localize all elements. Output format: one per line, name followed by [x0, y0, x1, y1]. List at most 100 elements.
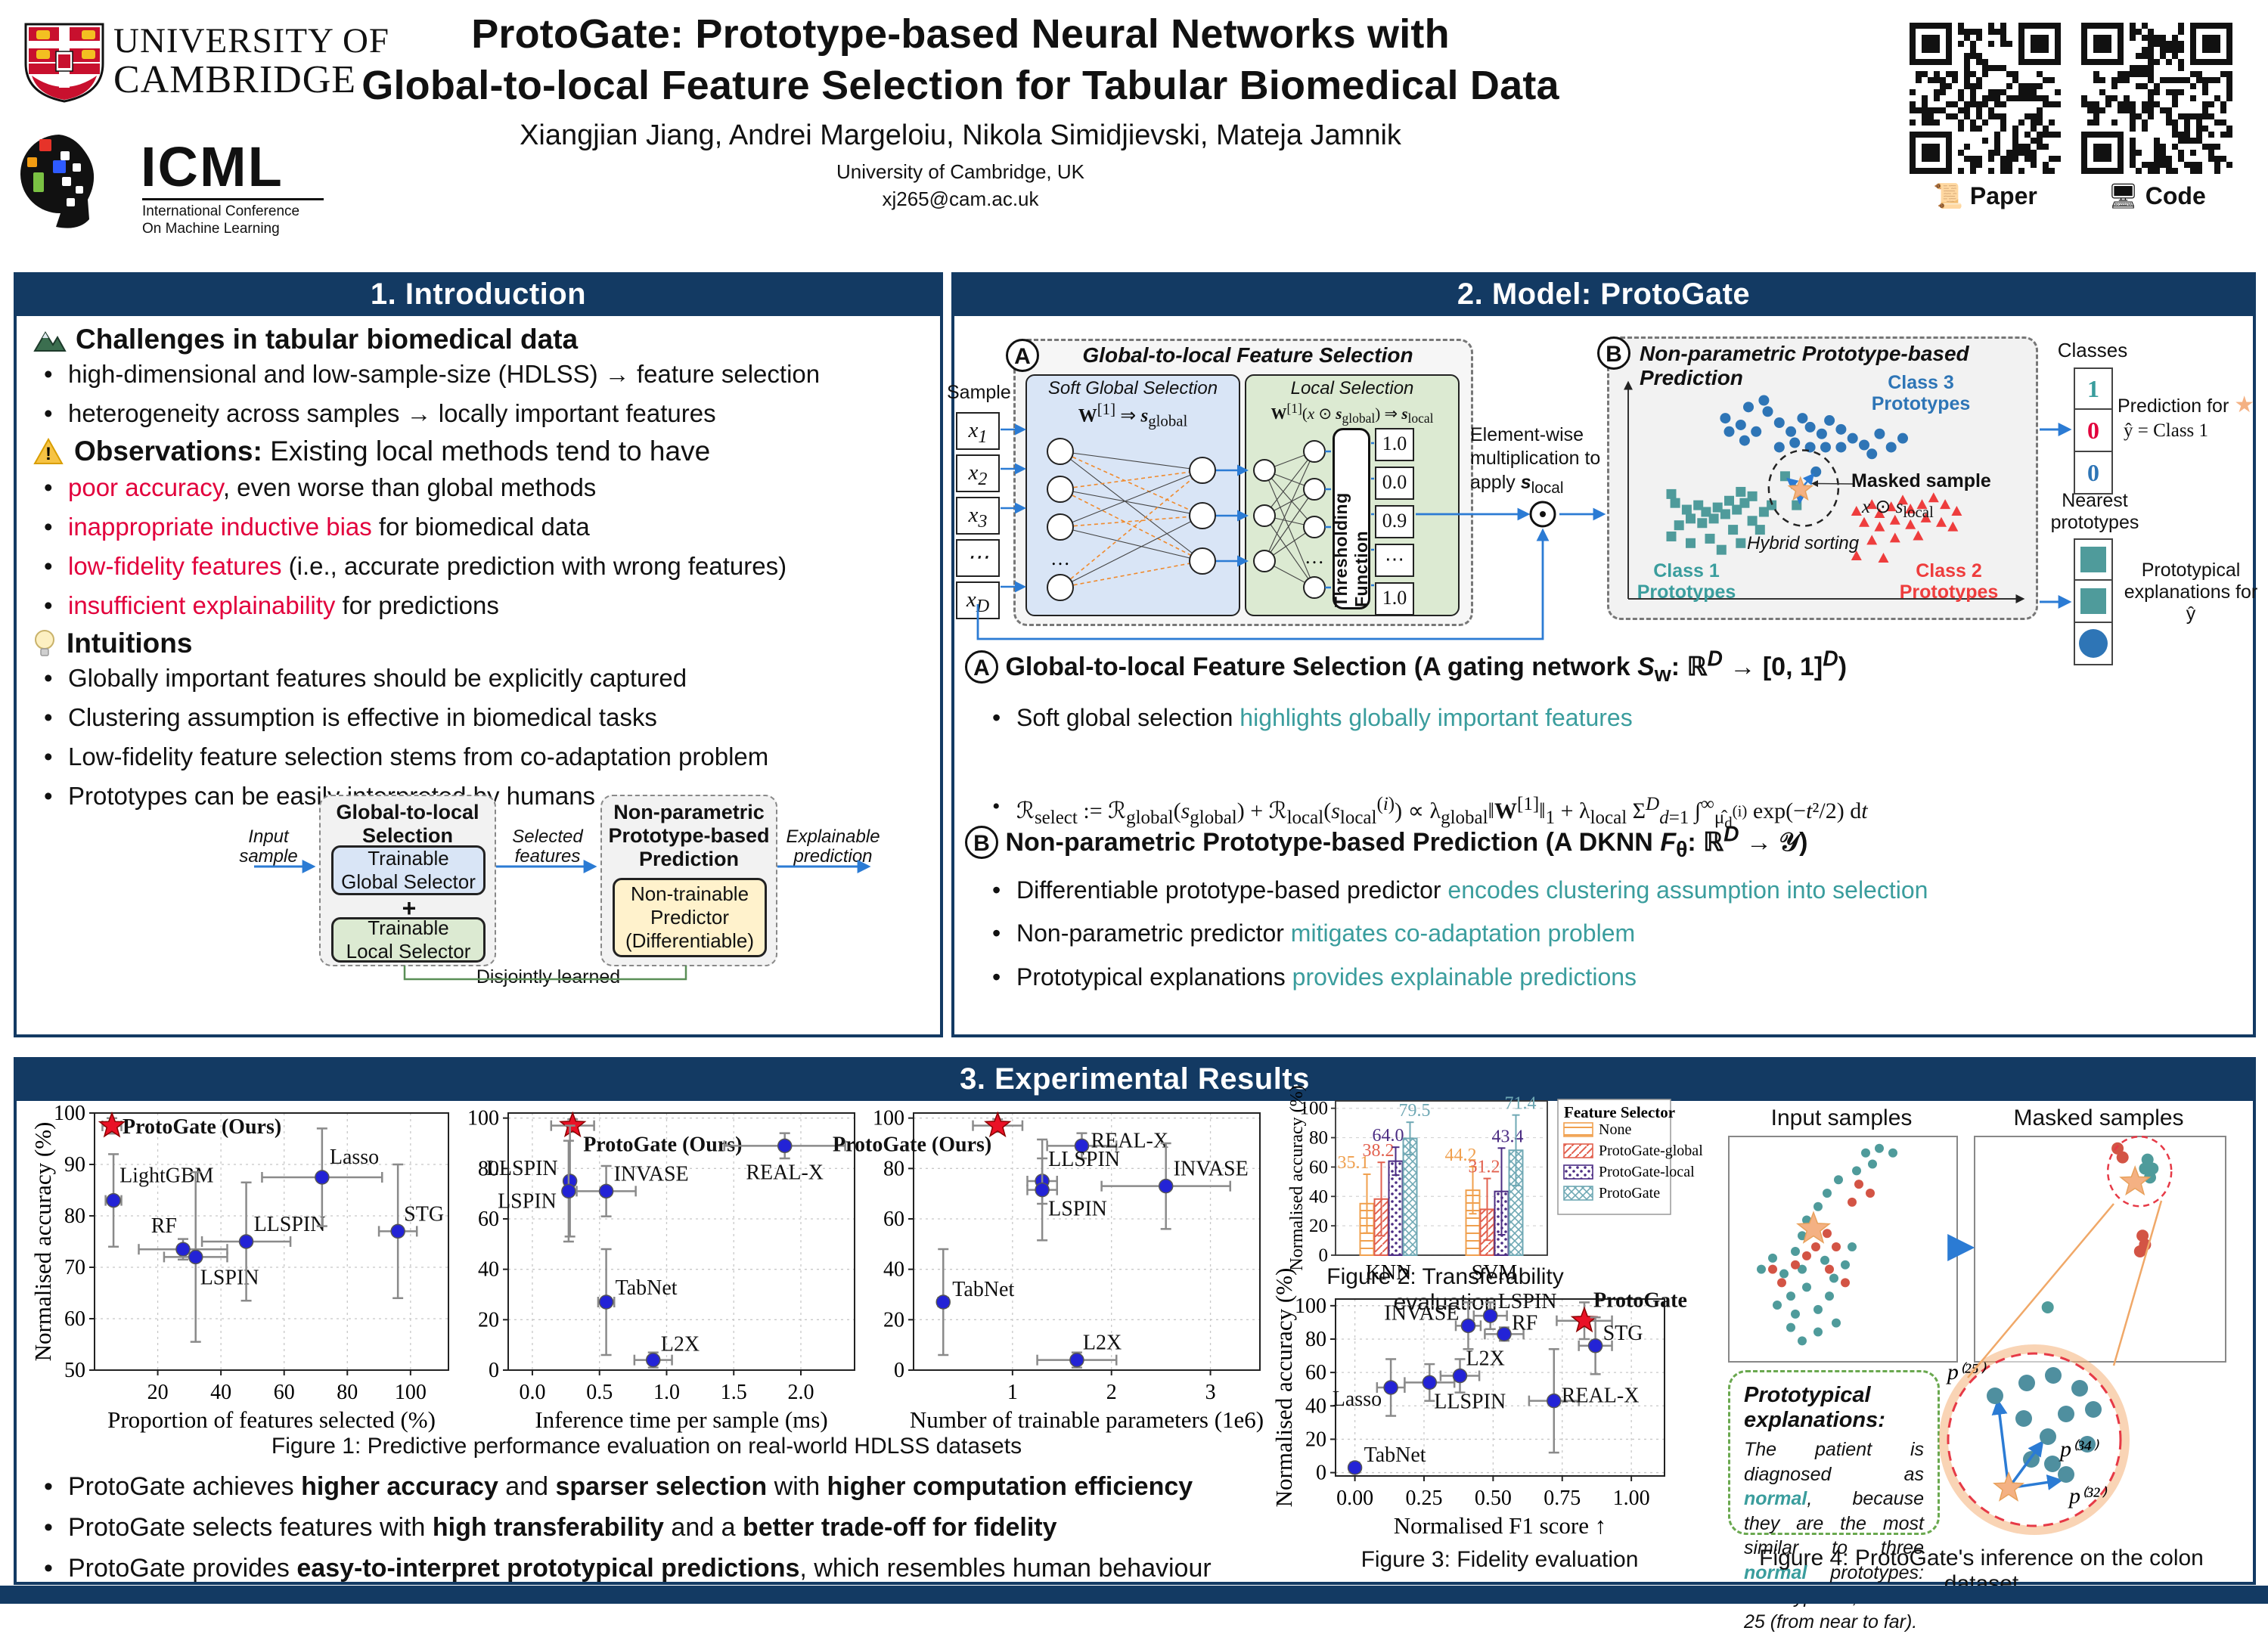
svg-text:Lasso: Lasso	[1333, 1388, 1382, 1411]
poster-title-line1: ProtoGate: Prototype-based Neural Networ…	[471, 11, 1450, 57]
conclusion-bullets: ProtoGate achieves higher accuracy and s…	[36, 1471, 1307, 1593]
challenges-list: high-dimensional and low-sample-size (HD…	[33, 360, 926, 439]
svg-text:100: 100	[1295, 1294, 1326, 1318]
svg-text:80: 80	[883, 1157, 904, 1180]
disjointly-learned-label: Disjointly learned	[457, 966, 640, 988]
data-point-Lasso: Lasso	[261, 1127, 383, 1227]
soft-global-network: …	[1047, 438, 1216, 601]
slocal-cell: 0.9	[1375, 505, 1414, 538]
data-point-TabNet: TabNet	[1347, 1443, 1426, 1475]
explainable-prediction-label: Explainable prediction	[786, 826, 880, 867]
textA-bullet1: Soft global selection highlights globall…	[983, 703, 2242, 733]
prediction-text: Prediction for	[2118, 395, 2229, 417]
svg-text:Normalised accuracy (%): Normalised accuracy (%)	[1287, 1085, 1307, 1270]
university-logo-text: UNIVERSITY OF CAMBRIDGE	[113, 22, 389, 102]
svg-text:40: 40	[1305, 1394, 1326, 1418]
data-point-INVASE: INVASE	[1100, 1142, 1249, 1230]
qr-paper-label: 📜 Paper	[1910, 181, 2061, 210]
class1-label: Class 1 Prototypes	[1637, 560, 1736, 603]
svg-text:100: 100	[467, 1107, 499, 1130]
poster-title-line2: Global-to-local Feature Selection for Ta…	[361, 63, 1559, 108]
intuition-bullet: Globally important features should be ex…	[33, 664, 926, 693]
svg-text:ProtoGate-local: ProtoGate-local	[1599, 1164, 1695, 1180]
prediction-label: Prediction for ★	[2118, 392, 2265, 418]
svg-text:20: 20	[147, 1381, 169, 1404]
data-point-LLSPIN: LLSPIN	[486, 1124, 578, 1238]
class3-label: Class 3 Prototypes	[1871, 372, 1971, 414]
input-samples-label: Input samples	[1770, 1105, 1913, 1130]
svg-text:20: 20	[1309, 1216, 1328, 1236]
nearest-prototypes-column	[2074, 538, 2113, 665]
svg-text:STG: STG	[1603, 1322, 1643, 1345]
svg-text:60: 60	[1309, 1157, 1328, 1177]
prediction-value: ŷ = Class 1	[2124, 420, 2209, 441]
svg-text:100: 100	[1300, 1099, 1329, 1119]
svg-text:0.5: 0.5	[586, 1381, 613, 1404]
data-point-LSPIN: LSPIN	[163, 1170, 259, 1343]
soft-global-formula: W[1] ⇒ sglobal	[1078, 400, 1188, 430]
svg-text:KNN: KNN	[1366, 1261, 1412, 1285]
svg-text:1: 1	[1007, 1381, 1018, 1404]
soft-global-title: Soft Global Selection	[1047, 378, 1218, 398]
data-point-REAL-X: REAL-X	[1528, 1347, 1639, 1454]
svg-text:60: 60	[274, 1381, 295, 1404]
svg-text:3: 3	[1205, 1381, 1216, 1404]
svg-text:0.00: 0.00	[1336, 1487, 1373, 1510]
svg-text:Normalised accuracy (%): Normalised accuracy (%)	[29, 1122, 56, 1362]
svg-text:0.50: 0.50	[1475, 1487, 1512, 1510]
sample-cell: x3	[956, 497, 1000, 535]
lightbulb-icon	[35, 630, 54, 656]
textB-bullets: Differentiable prototype-based predictor…	[983, 876, 2208, 1006]
icml-logo-icon	[20, 135, 95, 228]
sample-cell: x1	[956, 412, 1000, 450]
svg-text:100: 100	[54, 1102, 85, 1125]
university-text-line2: CAMBRIDGE	[113, 58, 357, 102]
challenge-bullet: heterogeneity across samples → locally i…	[33, 399, 926, 429]
svg-text:Lasso: Lasso	[330, 1146, 379, 1169]
class2-label: Class 2 Prototypes	[1899, 560, 1999, 603]
slocal-cell: 0.0	[1375, 467, 1414, 500]
slocal-cell: ⋯	[1375, 544, 1414, 577]
masked-samples-panel	[1974, 1135, 2226, 1363]
figure3-chart: 0.00 0.25 0.50 0.75 1.00020406080100Normalis…	[1271, 1268, 1687, 1539]
svg-text:Normalised accuracy (%): Normalised accuracy (%)	[1271, 1268, 1297, 1508]
figure3-caption: Figure 3: Fidelity evaluation	[1360, 1547, 1639, 1572]
star-icon: ★	[2234, 392, 2255, 417]
svg-text:p⁽²⁵⁾: p⁽²⁵⁾	[1946, 1360, 1987, 1384]
email: xj265@cam.ac.uk	[882, 188, 1039, 210]
svg-text:ProtoGate (Ours): ProtoGate (Ours)	[833, 1133, 991, 1157]
challenges-heading: Challenges in tabular biomedical data	[33, 324, 578, 355]
svg-text:ProtoGate: ProtoGate	[1593, 1289, 1687, 1313]
masked-sample-formula: x ⊙ slocal	[1862, 497, 1934, 521]
icml-subtext-line1: International Conference	[142, 203, 300, 219]
data-point-INVASE: INVASE	[1384, 1301, 1482, 1350]
diagramB-badge: B	[1597, 336, 1630, 370]
svg-text:90: 90	[64, 1153, 85, 1177]
svg-text:0: 0	[489, 1359, 499, 1382]
svg-text:TabNet: TabNet	[1364, 1443, 1426, 1467]
svg-text:1.00: 1.00	[1613, 1487, 1650, 1510]
bar-ProtoGate-KNN	[1402, 1137, 1418, 1256]
svg-text:…: …	[1305, 546, 1324, 568]
teal-square-icon	[2080, 588, 2106, 614]
svg-text:LSPIN: LSPIN	[1048, 1198, 1107, 1221]
paper-icon: 📜	[1933, 182, 1963, 209]
textA-heading-text: Global-to-local Feature Selection (A gat…	[1005, 647, 1848, 687]
observations-heading-text: Observations: Existing local methods ten…	[74, 436, 711, 467]
section2-title: 2. Model: ProtoGate	[951, 272, 2256, 316]
diagramB-box	[1607, 336, 2038, 620]
intuition-bullet: Low-fidelity feature selection stems fro…	[33, 743, 926, 772]
intuitions-heading: Intuitions	[33, 628, 192, 659]
svg-text:REAL-X: REAL-X	[746, 1161, 824, 1184]
qr-code-label: 🖥 Code	[2081, 181, 2232, 210]
svg-text:None: None	[1599, 1121, 1631, 1138]
hybrid-sorting-label: Hybrid sorting	[1747, 533, 1860, 553]
svg-text:L2X: L2X	[661, 1333, 700, 1356]
svg-text:Normalised F1 score ↑: Normalised F1 score ↑	[1394, 1512, 1607, 1539]
svg-text:LightGBM: LightGBM	[119, 1164, 214, 1188]
svg-text:SVM: SVM	[1472, 1261, 1518, 1285]
icml-logo-subtext: International Conference On Machine Lear…	[142, 198, 324, 238]
svg-text:ProtoGate (Ours): ProtoGate (Ours)	[583, 1133, 742, 1157]
icml-subtext-line2: On Machine Learning	[142, 220, 280, 237]
section1-title: 1. Introduction	[14, 272, 943, 316]
